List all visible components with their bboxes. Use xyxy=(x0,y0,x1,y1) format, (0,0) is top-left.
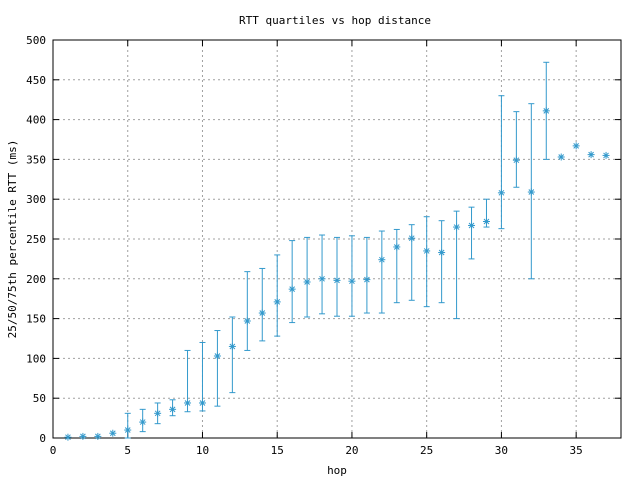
median-point xyxy=(124,426,132,434)
y-tick-label: 400 xyxy=(26,114,46,127)
median-point xyxy=(482,217,490,225)
median-point xyxy=(213,352,221,360)
median-point xyxy=(423,247,431,255)
star-stroke xyxy=(364,276,370,283)
star-stroke xyxy=(184,400,191,406)
median-point xyxy=(198,399,206,407)
x-tick-label: 20 xyxy=(345,444,358,457)
y-tick-label: 100 xyxy=(26,352,46,365)
median-point xyxy=(333,276,341,284)
median-point xyxy=(64,433,72,441)
star-stroke xyxy=(94,433,101,440)
y-tick-label: 450 xyxy=(26,74,46,87)
star-stroke xyxy=(528,189,535,195)
tick-layer: 0 50 100 150 200 250 300 350 400 450 500 0 5 10 15 20 25… xyxy=(26,34,621,457)
x-tick-label: 30 xyxy=(495,444,508,457)
y-tick-label: 500 xyxy=(26,34,46,47)
star-stroke xyxy=(349,278,355,285)
median-point xyxy=(408,234,416,242)
median-point xyxy=(169,405,177,413)
star-stroke xyxy=(169,406,176,413)
chart-title: RTT quartiles vs hop distance xyxy=(239,14,431,27)
y-tick-label: 0 xyxy=(39,432,46,445)
star-stroke xyxy=(393,244,400,250)
star-stroke xyxy=(513,157,520,164)
median-point xyxy=(363,276,371,284)
star-stroke xyxy=(214,353,221,359)
median-point xyxy=(243,317,251,325)
data-layer xyxy=(64,61,610,441)
star-stroke xyxy=(304,279,310,285)
star-stroke xyxy=(483,218,490,225)
star-stroke xyxy=(603,152,609,159)
star-stroke xyxy=(588,151,594,158)
median-point xyxy=(154,409,162,417)
y-tick-label: 250 xyxy=(26,233,46,246)
median-point xyxy=(557,153,565,161)
x-tick-label: 5 xyxy=(124,444,131,457)
median-point xyxy=(273,298,281,306)
median-point xyxy=(393,243,401,251)
x-axis-label: hop xyxy=(327,464,347,477)
median-point xyxy=(512,156,520,164)
median-point xyxy=(184,399,192,407)
star-stroke xyxy=(80,433,86,440)
x-tick-label: 25 xyxy=(420,444,433,457)
x-tick-label: 0 xyxy=(50,444,57,457)
star-stroke xyxy=(124,427,131,433)
median-point xyxy=(542,107,550,115)
median-point xyxy=(94,432,102,440)
star-stroke xyxy=(468,222,475,229)
median-point xyxy=(288,285,296,293)
median-point xyxy=(438,249,446,257)
x-tick-label: 10 xyxy=(196,444,209,457)
star-stroke xyxy=(423,248,430,254)
median-point xyxy=(453,223,461,231)
median-point xyxy=(318,275,326,283)
y-axis-label: 25/50/75th percentile RTT (ms) xyxy=(6,140,19,339)
star-stroke xyxy=(319,275,325,282)
star-stroke xyxy=(229,343,236,350)
star-stroke xyxy=(573,143,580,149)
median-point xyxy=(79,432,87,440)
y-tick-label: 150 xyxy=(26,313,46,326)
median-point xyxy=(572,142,580,150)
star-stroke xyxy=(498,189,505,196)
median-point xyxy=(258,309,266,317)
star-stroke xyxy=(408,235,415,242)
y-tick-label: 350 xyxy=(26,153,46,166)
median-point xyxy=(303,278,311,286)
median-point xyxy=(228,342,236,350)
median-point xyxy=(348,277,356,285)
star-stroke xyxy=(334,277,340,284)
y-tick-label: 300 xyxy=(26,193,46,206)
star-stroke xyxy=(199,400,206,406)
median-point xyxy=(602,151,610,159)
median-point xyxy=(468,221,476,229)
star-stroke xyxy=(65,434,71,441)
star-stroke xyxy=(259,310,266,316)
star-stroke xyxy=(438,249,445,256)
star-stroke xyxy=(274,299,281,305)
star-stroke xyxy=(558,154,565,160)
star-stroke xyxy=(109,430,116,437)
star-stroke xyxy=(289,286,296,293)
x-tick-label: 15 xyxy=(271,444,284,457)
star-stroke xyxy=(139,419,146,425)
star-stroke xyxy=(154,410,161,417)
star-stroke xyxy=(543,107,550,114)
x-tick-label: 35 xyxy=(570,444,583,457)
median-point xyxy=(378,256,386,264)
star-stroke xyxy=(378,256,385,263)
median-point xyxy=(139,418,147,426)
star-stroke xyxy=(244,318,251,324)
y-tick-label: 50 xyxy=(33,392,46,405)
y-tick-label: 200 xyxy=(26,273,46,286)
median-point xyxy=(587,151,595,159)
median-point xyxy=(109,429,117,437)
median-point xyxy=(497,189,505,197)
median-point xyxy=(527,188,535,196)
star-stroke xyxy=(453,224,460,230)
